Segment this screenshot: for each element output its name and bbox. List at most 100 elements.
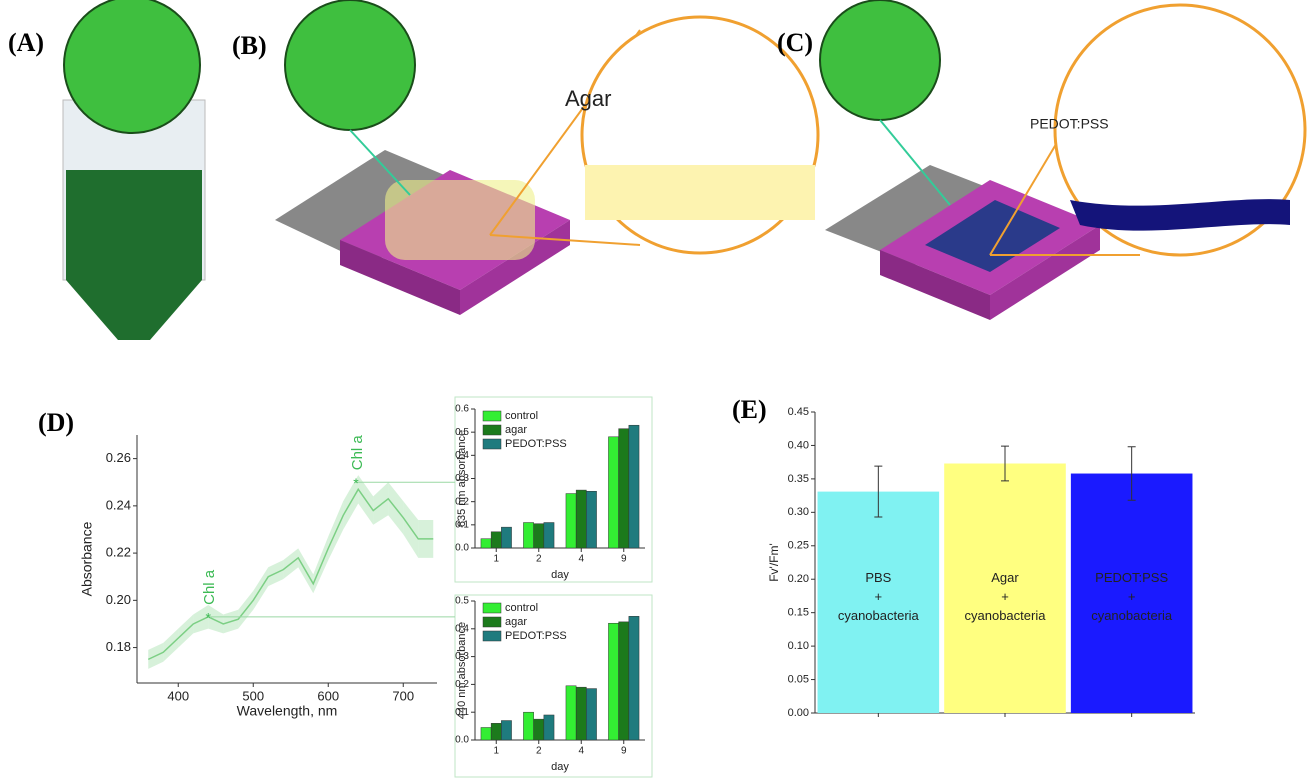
y-tick-label: 0.3 [455,473,469,484]
bar [501,526,512,549]
panel-a-art [62,0,206,340]
bar [944,463,1066,713]
bar [586,688,597,741]
bar [628,424,640,549]
bar [1070,473,1193,713]
legend-swatch [482,438,502,450]
panel-b-art: Agar [275,0,820,315]
y-tick-label: 0.00 [788,707,809,719]
bar [608,436,619,549]
category-label: PBS + cyanobacteria [838,571,920,624]
bar [480,538,492,549]
category-label: PEDOT:PSS + cyanobacteria [1091,571,1173,624]
category-label: Agar + cyanobacteria [965,571,1047,624]
y-tick-label: 0.0 [455,543,469,554]
y-tick-label: 0.1 [455,707,469,718]
legend-swatch [482,410,502,422]
panel-c-art: PEDOT:PSS [819,0,1307,320]
panel-label: (A) [8,28,44,57]
bar [817,491,940,713]
bar [628,616,640,741]
bar [501,720,512,741]
y-tick-label: 0.05 [788,673,809,685]
bar [575,686,587,741]
x-tick-label: 2 [536,746,542,757]
y-tick-label: 0.26 [106,450,131,465]
bar [565,685,577,741]
x-tick-label: 600 [317,688,339,703]
y-tick-label: 0.24 [106,497,131,512]
y-tick-label: 0.1 [455,519,469,530]
y-tick-label: 0.20 [106,592,131,607]
y-tick-label: 0.3 [455,651,469,662]
line [147,487,434,661]
pedot-label: PEDOT:PSS [1030,116,1109,132]
y-tick-label: 0.22 [106,545,131,560]
bar [533,718,545,741]
y-tick-label: 0.10 [788,640,809,652]
error-bar [1001,445,1009,482]
bar [490,723,502,741]
x-tick-label: 1 [493,746,499,757]
legend-label: control [505,410,538,422]
legend-label: agar [505,424,527,436]
x-tick-label: 9 [621,746,627,757]
error-band [208,605,224,634]
legend-label: PEDOT:PSS [505,630,567,642]
bar [608,622,619,741]
agar-label: Agar [565,86,611,111]
x-tick-label: 400 [167,688,189,703]
y-tick-label: 0.15 [788,607,809,619]
annotation-marker: * [353,475,359,491]
bar [533,523,545,549]
x-tick-label: 2 [536,554,542,565]
y-tick-label: 0.4 [455,623,469,634]
y-tick-label: 0.6 [455,404,469,415]
legend-swatch [482,602,502,614]
y-tick-label: 0.5 [455,427,469,438]
x-tick-label: 4 [578,746,584,757]
bar [490,531,502,549]
y-tick-label: 0.30 [788,506,809,518]
bar [565,493,577,549]
x-axis-label: day [551,569,569,581]
legend-label: PEDOT:PSS [505,438,567,450]
bar [575,489,587,549]
y-axis-label: 440 nm absorbance [456,622,468,719]
x-tick-label: 700 [392,688,414,703]
annotation: Chl a [349,435,366,471]
bar [543,714,555,741]
bar [586,490,597,549]
y-axis-label: 635 nm absorbance [456,430,468,527]
inset-frame [454,396,653,583]
annotation-marker: * [206,610,212,626]
y-axis-label: Absorbance [79,521,95,596]
bar [543,522,555,549]
x-tick-label: 4 [578,554,584,565]
error-bar [874,465,883,518]
bar [618,428,630,549]
panel-label: (C) [777,28,813,57]
bar [480,727,492,741]
y-tick-label: 0.40 [788,439,809,451]
y-tick-label: 0.45 [788,406,809,418]
y-tick-label: 0.0 [455,735,469,746]
bar [618,621,630,741]
x-axis-label: Wavelength, nm [237,703,338,719]
legend-swatch [482,630,502,642]
legend-label: agar [505,616,527,628]
y-tick-label: 0.25 [788,540,809,552]
annotation: Chl a [201,569,218,605]
panel-label: (E) [732,395,767,424]
y-tick-label: 0.5 [455,596,469,607]
x-tick-label: 9 [621,554,627,565]
panel-label: (D) [38,408,74,437]
inset-frame [454,594,653,778]
y-tick-label: 0.2 [455,679,469,690]
y-tick-label: 0.2 [455,496,469,507]
bar [523,711,534,741]
error-band [193,605,209,634]
y-tick-label: 0.35 [788,473,809,485]
legend-swatch [482,424,502,436]
